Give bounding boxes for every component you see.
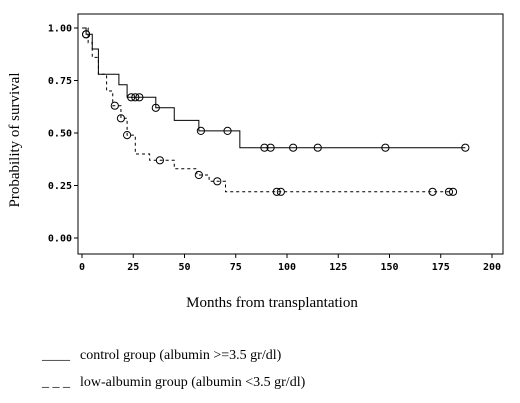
censor-marker-0 bbox=[381, 143, 390, 152]
x-tick-label: 100 bbox=[278, 262, 296, 273]
plot-frame bbox=[77, 13, 504, 255]
y-tick-label: 0.50 bbox=[48, 129, 72, 140]
series-layer bbox=[82, 27, 466, 193]
legend-label-control: control group (albumin >=3.5 gr/dl) bbox=[80, 348, 282, 363]
censor-marker-0 bbox=[260, 143, 269, 152]
censor-marker-1 bbox=[276, 187, 285, 196]
censor-marker-1 bbox=[444, 187, 454, 196]
legend-marker-control: ____ bbox=[41, 348, 71, 363]
censor-marker-0 bbox=[223, 126, 232, 135]
x-tick-label: 75 bbox=[230, 262, 242, 273]
x-tick-label: 125 bbox=[329, 262, 347, 273]
censor-marker-1 bbox=[272, 187, 281, 196]
censor-marker-1 bbox=[213, 177, 222, 186]
x-axis-ticks: 0 25 50 75 100 125 150 175 200 bbox=[79, 254, 501, 273]
x-tick-label: 200 bbox=[483, 262, 501, 273]
censor-marker-1 bbox=[82, 30, 91, 39]
censor-marker-1 bbox=[448, 187, 458, 196]
censor-marker-0 bbox=[151, 103, 160, 112]
censor-marker-1 bbox=[155, 156, 164, 165]
x-tick-label: 175 bbox=[432, 262, 450, 273]
x-tick-label: 25 bbox=[127, 262, 139, 273]
censor-marker-0 bbox=[266, 143, 275, 152]
x-tick-label: 0 bbox=[79, 262, 85, 273]
series-line-0 bbox=[82, 27, 466, 149]
censor-marker-0 bbox=[135, 93, 144, 102]
censor-marker-0 bbox=[289, 143, 298, 152]
x-tick-label: 50 bbox=[178, 262, 190, 273]
censor-marker-1 bbox=[123, 131, 132, 140]
censor-marker-0 bbox=[196, 126, 205, 135]
censor-marker-0 bbox=[131, 93, 140, 102]
legend: ____ control group (albumin >=3.5 gr/dl)… bbox=[41, 348, 306, 390]
censor-marker-0 bbox=[313, 143, 322, 152]
y-axis-title: Probability of survival bbox=[7, 73, 23, 208]
y-tick-label: 0.75 bbox=[48, 76, 72, 87]
x-axis-title: Months from transplantation bbox=[186, 295, 358, 311]
legend-label-low-albumin: low-albumin group (albumin <3.5 gr/dl) bbox=[80, 375, 306, 390]
censor-markers bbox=[82, 30, 470, 196]
y-tick-label: 0.25 bbox=[48, 181, 72, 192]
y-tick-label: 0.00 bbox=[48, 234, 72, 245]
censor-marker-1 bbox=[194, 170, 203, 180]
censor-marker-1 bbox=[110, 101, 119, 110]
legend-marker-low-albumin: _ _ _ bbox=[41, 375, 71, 390]
y-tick-label: 1.00 bbox=[48, 24, 72, 35]
censor-marker-1 bbox=[428, 187, 437, 196]
x-tick-label: 150 bbox=[380, 262, 398, 273]
y-axis-ticks: 0.00 0.25 0.50 0.75 1.00 bbox=[48, 24, 78, 245]
censor-marker-0 bbox=[461, 143, 470, 152]
series-line-1 bbox=[82, 27, 454, 193]
censor-marker-0 bbox=[127, 93, 136, 102]
censor-marker-1 bbox=[116, 114, 126, 123]
